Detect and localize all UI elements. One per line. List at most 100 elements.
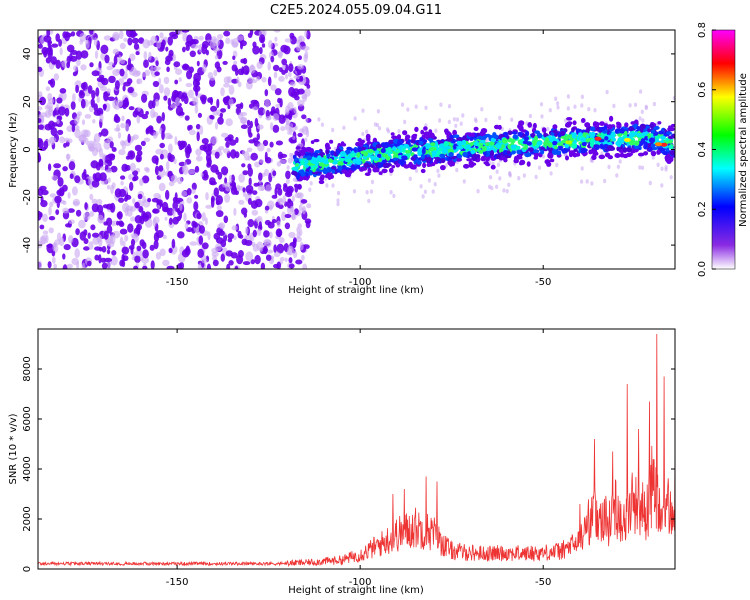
ridge-cell xyxy=(657,121,662,125)
noise-blob xyxy=(38,43,43,49)
colorbar-tick-label: 0.8 xyxy=(697,22,708,38)
noise-blob xyxy=(455,117,460,122)
noise-blob xyxy=(256,61,263,69)
noise-blob xyxy=(154,99,160,107)
noise-blob xyxy=(199,94,207,103)
noise-blob xyxy=(211,251,219,257)
ridge-cell xyxy=(363,162,370,168)
noise-blob xyxy=(289,123,294,128)
noise-blob xyxy=(62,207,70,214)
noise-blob xyxy=(424,105,428,111)
noise-blob xyxy=(183,212,187,222)
noise-blob xyxy=(168,217,173,225)
noise-blob xyxy=(62,264,68,269)
noise-blob xyxy=(121,253,125,263)
noise-blob xyxy=(118,188,127,198)
noise-blob xyxy=(406,107,410,112)
noise-blob xyxy=(289,139,297,144)
noise-blob xyxy=(616,164,621,169)
noise-blob xyxy=(227,104,231,110)
waterfall-y-tick-label: -40 xyxy=(22,237,33,253)
ridge-cell xyxy=(428,129,433,134)
noise-blob xyxy=(94,254,100,261)
ridge-cell xyxy=(456,145,464,150)
noise-blob xyxy=(121,140,126,150)
noise-blob xyxy=(272,124,280,133)
noise-blob xyxy=(250,64,255,71)
ridge-cell xyxy=(522,146,528,150)
noise-blob xyxy=(45,86,51,92)
noise-blob xyxy=(114,80,120,90)
noise-blob xyxy=(226,263,231,269)
noise-blob xyxy=(289,81,296,87)
noise-blob xyxy=(201,138,209,145)
noise-blob xyxy=(150,260,155,269)
noise-blob xyxy=(159,248,166,257)
noise-blob xyxy=(83,212,91,221)
noise-blob xyxy=(137,106,141,112)
noise-blob xyxy=(365,190,369,195)
noise-blob xyxy=(119,68,125,77)
noise-blob xyxy=(546,126,550,132)
noise-blob xyxy=(136,223,143,231)
ridge-cell xyxy=(304,164,309,168)
ridge-cell xyxy=(420,168,426,174)
ridge-cell xyxy=(398,160,402,164)
noise-blob xyxy=(119,228,128,235)
waterfall-cells xyxy=(38,30,675,269)
ridge-cell xyxy=(501,144,505,149)
noise-blob xyxy=(181,30,190,33)
noise-blob xyxy=(48,227,54,234)
ridge-cell xyxy=(510,138,516,144)
noise-blob xyxy=(228,260,234,266)
noise-blob xyxy=(238,173,245,183)
noise-blob xyxy=(196,131,200,142)
noise-blob xyxy=(672,95,675,101)
noise-blob xyxy=(138,206,144,213)
ridge-cell xyxy=(493,134,499,139)
noise-blob xyxy=(615,173,619,178)
colorbar-tick-label: 0.0 xyxy=(697,261,708,277)
ridge-cell xyxy=(558,145,563,151)
noise-blob xyxy=(218,222,226,230)
noise-blob xyxy=(122,84,126,92)
noise-blob xyxy=(152,80,160,88)
ridge-cell xyxy=(650,150,657,157)
noise-blob xyxy=(50,127,58,137)
noise-blob xyxy=(205,204,213,209)
ridge-cell xyxy=(609,115,614,122)
noise-blob xyxy=(139,215,145,225)
noise-blob xyxy=(243,151,250,161)
ridge-cell xyxy=(456,136,463,141)
noise-blob xyxy=(276,220,281,228)
ridge-cell xyxy=(300,171,306,177)
noise-blob xyxy=(49,78,56,88)
ridge-cell xyxy=(385,155,391,161)
ridge-cell xyxy=(669,156,674,163)
ridge-cell xyxy=(378,171,383,176)
noise-blob xyxy=(188,169,196,175)
noise-blob xyxy=(177,176,183,185)
noise-blob xyxy=(505,189,509,194)
noise-blob xyxy=(209,180,217,186)
noise-blob xyxy=(247,197,252,205)
ridge-cell xyxy=(532,122,537,129)
noise-blob xyxy=(106,65,114,71)
ridge-cell xyxy=(416,160,422,165)
ridge-cell xyxy=(370,155,375,161)
noise-blob xyxy=(152,131,158,139)
noise-blob xyxy=(107,265,111,269)
noise-blob xyxy=(198,235,204,245)
snr-x-tick-label: -100 xyxy=(349,577,372,588)
noise-blob xyxy=(124,97,129,106)
noise-blob xyxy=(214,55,219,60)
ridge-cell xyxy=(585,138,591,143)
noise-blob xyxy=(103,104,107,111)
snr-y-tick-label: 6000 xyxy=(22,406,33,431)
noise-blob xyxy=(294,95,300,101)
noise-blob xyxy=(159,142,165,149)
ridge-cell xyxy=(420,153,425,160)
ridge-cell xyxy=(616,123,622,129)
ridge-cell xyxy=(572,120,577,126)
ridge-cell xyxy=(402,130,408,136)
